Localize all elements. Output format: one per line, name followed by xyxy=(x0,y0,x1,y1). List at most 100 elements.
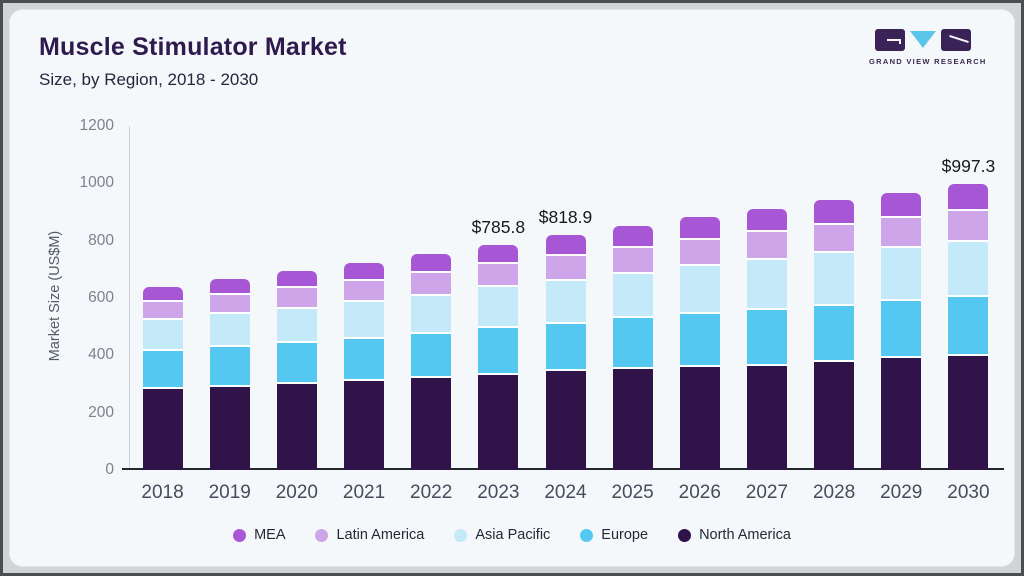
bar-segment-asia-pacific xyxy=(881,248,922,302)
bar-segment-europe xyxy=(545,323,586,372)
bar-segment-mea xyxy=(276,271,317,288)
legend-item-north-america: North America xyxy=(678,527,791,543)
legend-label: Europe xyxy=(601,527,649,543)
bar-segment-europe xyxy=(142,351,183,390)
bar-segment-mea xyxy=(814,200,855,226)
bar-segment-latin-america xyxy=(276,287,317,309)
y-tick-label: 400 xyxy=(88,346,114,364)
total-label-2030: $997.3 xyxy=(941,156,996,177)
y-tick-label: 1200 xyxy=(79,117,114,134)
y-tick-label: 800 xyxy=(88,231,114,249)
x-tick-label: 2022 xyxy=(410,482,453,503)
legend-color-dot xyxy=(315,528,329,542)
bar-segment-asia-pacific xyxy=(276,308,317,344)
page-title: Muscle Stimulator Market xyxy=(39,33,347,61)
bar-segment-north-america xyxy=(276,383,317,470)
logo-r-square xyxy=(941,29,971,51)
bar-segment-mea xyxy=(612,226,653,248)
bar-segment-europe xyxy=(746,310,787,366)
bar-segment-latin-america xyxy=(344,280,385,302)
bar-segment-latin-america xyxy=(881,217,922,249)
bar-segment-asia-pacific xyxy=(344,301,385,339)
bar-segment-asia-pacific xyxy=(545,280,586,324)
x-tick-label: 2021 xyxy=(342,482,386,503)
x-tick-label: 2028 xyxy=(812,482,856,503)
bar-segment-europe xyxy=(612,318,653,370)
bar-segment-europe xyxy=(948,296,989,356)
bar-2027 xyxy=(746,209,787,470)
bar-segment-north-america xyxy=(746,365,787,470)
bar-segment-asia-pacific xyxy=(948,241,989,297)
bar-segment-latin-america xyxy=(612,247,653,274)
bar-segment-latin-america xyxy=(814,225,855,254)
y-tick-label: 1000 xyxy=(79,174,114,192)
x-tick-label: 2030 xyxy=(947,482,990,503)
bar-segment-mea xyxy=(881,192,922,218)
chart-legend: MEA Latin America Asia Pacific Europe North … xyxy=(9,521,1015,549)
y-tick-label: 0 xyxy=(105,461,114,478)
logo-g-square xyxy=(875,29,905,51)
x-tick-label: 2026 xyxy=(678,482,721,503)
bar-segment-europe xyxy=(814,305,855,362)
bar-2029 xyxy=(881,192,922,470)
bar-segment-europe xyxy=(881,301,922,359)
legend-label: MEA xyxy=(254,527,286,543)
bar-segment-north-america xyxy=(344,380,385,470)
logo-wordmark: GRAND VIEW RESEARCH xyxy=(869,57,987,66)
chart-card: Muscle Stimulator Market Size, by Region… xyxy=(9,9,1015,567)
y-tick-label: 600 xyxy=(88,289,114,306)
bar-segment-mea xyxy=(948,184,989,211)
bar-segment-asia-pacific xyxy=(612,273,653,319)
gvr-logo-icon xyxy=(869,29,977,53)
bar-2018 xyxy=(142,287,183,470)
bar-segment-latin-america xyxy=(411,273,452,296)
bar-2025 xyxy=(612,226,653,470)
x-tick-label: 2025 xyxy=(611,482,654,503)
total-label-2024: $818.9 xyxy=(538,207,593,228)
bar-2026 xyxy=(679,217,720,470)
bar-2020 xyxy=(276,271,317,470)
bar-segment-latin-america xyxy=(209,295,250,315)
y-tick-label: 200 xyxy=(88,403,114,421)
bar-2019 xyxy=(209,279,250,470)
bar-segment-europe xyxy=(209,347,250,387)
bar-segment-mea xyxy=(344,263,385,281)
bar-2028 xyxy=(814,200,855,470)
x-tick-label: 2020 xyxy=(275,482,318,503)
bar-segment-mea xyxy=(746,209,787,233)
bar-segment-asia-pacific xyxy=(679,266,720,315)
bar-segment-latin-america xyxy=(478,264,519,288)
legend-color-dot xyxy=(233,528,247,542)
bar-segment-latin-america xyxy=(679,239,720,267)
bar-segment-mea xyxy=(545,235,586,257)
bar-2030 xyxy=(948,184,989,470)
bar-2022 xyxy=(411,254,452,470)
bar-segment-europe xyxy=(276,343,317,384)
bar-segment-north-america xyxy=(142,389,183,470)
y-axis-title: Market Size (US$M) xyxy=(47,230,63,362)
legend-item-asia-pacific: Asia Pacific xyxy=(454,527,550,543)
x-tick-label: 2024 xyxy=(544,482,587,503)
bar-segment-europe xyxy=(344,338,385,381)
bar-segment-europe xyxy=(411,334,452,378)
bar-segment-latin-america xyxy=(746,232,787,260)
bar-segment-europe xyxy=(679,314,720,368)
legend-color-dot xyxy=(454,528,468,542)
legend-color-dot xyxy=(580,528,594,542)
legend-color-dot xyxy=(678,528,692,542)
bar-segment-asia-pacific xyxy=(142,319,183,352)
y-axis-line xyxy=(129,126,130,470)
bar-segment-latin-america xyxy=(142,302,183,320)
bar-segment-mea xyxy=(142,287,183,303)
bar-segment-latin-america xyxy=(948,210,989,242)
bar-segment-mea xyxy=(679,217,720,240)
legend-label: North America xyxy=(699,527,791,543)
bar-segment-latin-america xyxy=(545,256,586,281)
bar-segment-asia-pacific xyxy=(814,253,855,306)
x-tick-label: 2019 xyxy=(208,482,251,503)
legend-item-mea: MEA xyxy=(233,527,285,543)
grand-view-research-logo: GRAND VIEW RESEARCH xyxy=(869,29,987,66)
page-subtitle: Size, by Region, 2018 - 2030 xyxy=(39,70,259,89)
bar-2021 xyxy=(344,263,385,470)
